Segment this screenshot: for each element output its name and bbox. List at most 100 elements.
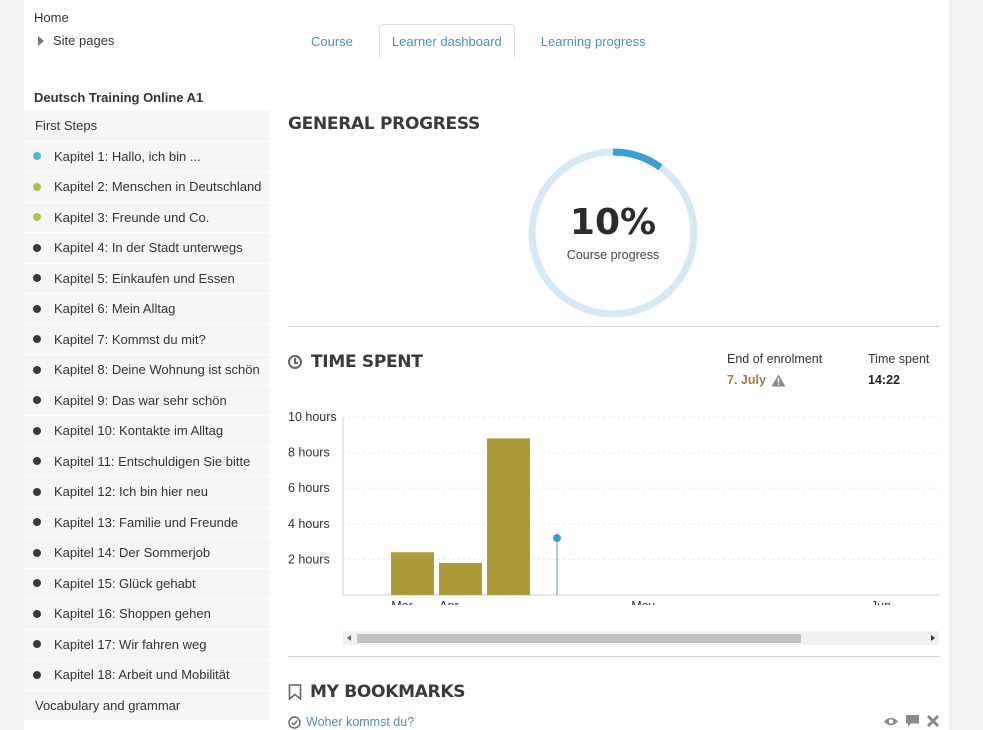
sidebar-chapter-item[interactable]: Kapitel 3: Freunde und Co.	[24, 202, 270, 233]
x-tick-label: Jun	[871, 599, 891, 605]
status-dot-icon	[33, 640, 41, 649]
scrollbar-thumb[interactable]	[357, 634, 801, 643]
status-dot-icon	[33, 182, 41, 191]
chapter-label[interactable]: Kapitel 5: Einkaufen und Essen	[54, 270, 235, 286]
chapter-label[interactable]: Kapitel 17: Wir fahren weg	[54, 636, 207, 652]
sidebar-chapter-item[interactable]: Kapitel 14: Der Sommerjob	[24, 538, 270, 569]
chapter-label[interactable]: Kapitel 15: Glück gehabt	[54, 575, 196, 591]
eye-icon[interactable]	[883, 716, 899, 727]
bookmarks-title: MY BOOKMARKS	[310, 682, 466, 702]
end-of-enrolment-date: 7. July	[727, 373, 766, 387]
sidebar-chapter-item[interactable]: Kapitel 5: Einkaufen und Essen	[24, 263, 270, 294]
section-first-steps[interactable]: First Steps	[24, 111, 270, 142]
bookmark-icon	[288, 684, 302, 700]
chapter-label[interactable]: Kapitel 1: Hallo, ich bin ...	[54, 148, 201, 164]
x-tick-label: Mar	[391, 599, 413, 605]
status-dot-icon	[33, 365, 41, 374]
sidebar-chapter-item[interactable]: Kapitel 16: Shoppen gehen	[24, 599, 270, 630]
sidebar-chapter-item[interactable]: Kapitel 11: Entschuldigen Sie bitte	[24, 446, 270, 477]
completed-check-icon	[288, 715, 301, 729]
end-of-enrolment-value: 7. July	[727, 373, 786, 387]
sidebar-chapter-item[interactable]: Kapitel 7: Kommst du mit?	[24, 324, 270, 355]
sidebar-chapter-item[interactable]: Kapitel 4: In der Stadt unterwegs	[24, 233, 270, 264]
status-dot-icon	[33, 304, 41, 313]
chart-scrollbar[interactable]	[343, 631, 939, 645]
current-date-marker	[553, 534, 561, 543]
divider	[288, 656, 940, 657]
chapter-label[interactable]: Kapitel 14: Der Sommerjob	[54, 545, 211, 561]
home-link[interactable]: Home	[34, 10, 69, 25]
chapter-label[interactable]: Kapitel 8: Deine Wohnung ist schön	[54, 362, 260, 378]
sidebar-chapter-item[interactable]: Kapitel 18: Arbeit und Mobilität	[24, 660, 270, 691]
tab-learning-progress[interactable]: Learning progress	[540, 34, 646, 49]
chart-bar	[439, 562, 482, 595]
status-dot-icon	[33, 518, 41, 527]
sidebar-chapter-item[interactable]: Kapitel 1: Hallo, ich bin ...	[24, 141, 270, 172]
y-tick-label: 2 hours	[288, 552, 330, 566]
y-tick-label: 4 hours	[288, 517, 330, 531]
y-tick-label: 10 hours	[288, 410, 337, 424]
chapter-label[interactable]: Kapitel 6: Mein Alltag	[54, 301, 176, 317]
sidebar-chapter-item[interactable]: Kapitel 8: Deine Wohnung ist schön	[24, 355, 270, 386]
time-spent-header: TIME SPENT	[288, 352, 423, 372]
progress-ring-fill	[612, 148, 663, 171]
chapter-label[interactable]: Kapitel 11: Entschuldigen Sie bitte	[54, 453, 251, 469]
close-icon[interactable]	[926, 714, 940, 728]
chapter-label[interactable]: Kapitel 4: In der Stadt unterwegs	[54, 240, 243, 256]
time-spent-value: 14:22	[868, 373, 900, 387]
chapter-label[interactable]: Kapitel 2: Menschen in Deutschland	[54, 179, 262, 195]
course-sidebar: Deutsch Training Online A1 First Steps K…	[24, 86, 270, 721]
y-tick-label: 8 hours	[288, 446, 330, 460]
status-dot-icon	[33, 152, 41, 161]
chapter-label[interactable]: Kapitel 7: Kommst du mit?	[54, 331, 206, 347]
chapter-label[interactable]: Kapitel 16: Shoppen gehen	[54, 606, 211, 622]
sidebar-chapter-item[interactable]: Kapitel 12: Ich bin hier neu	[24, 477, 270, 508]
status-dot-icon	[33, 457, 41, 466]
sidebar-chapter-item[interactable]: Kapitel 2: Menschen in Deutschland	[24, 172, 270, 203]
chapter-label[interactable]: Kapitel 18: Arbeit und Mobilität	[54, 667, 230, 683]
chart-bar	[487, 438, 530, 595]
sidebar-chapter-item[interactable]: Kapitel 9: Das war sehr schön	[24, 385, 270, 416]
status-dot-icon	[33, 396, 41, 405]
status-dot-icon	[33, 579, 41, 588]
sidebar-chapter-item[interactable]: Kapitel 6: Mein Alltag	[24, 294, 270, 325]
progress-percent: 10%	[569, 202, 657, 243]
sidebar-chapter-item[interactable]: Kapitel 10: Kontakte im Alltag	[24, 416, 270, 447]
chapter-label[interactable]: Kapitel 3: Freunde und Co.	[54, 209, 210, 225]
status-dot-icon	[33, 548, 41, 557]
site-pages-node[interactable]: Site pages	[34, 33, 114, 48]
comment-icon[interactable]	[905, 714, 920, 728]
sidebar-chapter-item[interactable]: Kapitel 15: Glück gehabt	[24, 568, 270, 599]
scroll-left-icon[interactable]	[347, 635, 351, 641]
status-dot-icon	[33, 335, 41, 344]
clock-icon	[288, 355, 302, 369]
chapter-label[interactable]: Kapitel 9: Das war sehr schön	[54, 392, 227, 408]
progress-ring	[528, 148, 698, 318]
status-dot-icon	[33, 243, 41, 252]
site-pages-label[interactable]: Site pages	[53, 33, 115, 48]
section-vocabulary-grammar[interactable]: Vocabulary and grammar	[24, 690, 270, 721]
chapter-label[interactable]: Kapitel 13: Familie und Freunde	[54, 514, 239, 530]
bookmark-item[interactable]: Woher kommst du?	[288, 715, 414, 729]
scroll-right-icon[interactable]	[931, 635, 935, 641]
sidebar-chapter-item[interactable]: Kapitel 13: Familie und Freunde	[24, 507, 270, 538]
progress-label: Course progress	[566, 248, 660, 262]
sidebar-chapter-item[interactable]: Kapitel 17: Wir fahren weg	[24, 629, 270, 660]
chapter-label[interactable]: Kapitel 10: Kontakte im Alltag	[54, 423, 224, 439]
status-dot-icon	[33, 274, 41, 283]
x-tick-label: Apr	[439, 599, 458, 605]
warning-icon[interactable]	[771, 374, 786, 387]
status-dot-icon	[33, 487, 41, 496]
time-spent-label: Time spent	[868, 352, 930, 366]
tab-course[interactable]: Course	[311, 34, 353, 49]
divider	[288, 326, 940, 327]
chart-bar	[391, 552, 434, 595]
status-dot-icon	[33, 426, 41, 435]
tab-learner-dashboard[interactable]: Learner dashboard	[378, 24, 515, 58]
chapter-label[interactable]: Kapitel 12: Ich bin hier neu	[54, 484, 208, 500]
expand-triangle-icon[interactable]	[38, 35, 44, 46]
x-tick-label: May	[631, 599, 655, 605]
bookmark-link[interactable]: Woher kommst du?	[306, 715, 415, 729]
general-progress-title: GENERAL PROGRESS	[288, 114, 480, 134]
time-spent-title: TIME SPENT	[311, 352, 423, 372]
